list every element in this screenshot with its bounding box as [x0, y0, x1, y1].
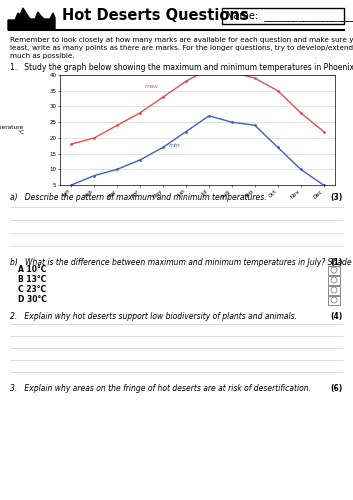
Text: min: min	[169, 144, 180, 148]
Text: b)   What is the difference between maximum and minimum temperatures in July? Sh: b) What is the difference between maximu…	[10, 258, 353, 267]
Text: a)   Describe the pattern of maximum and minimum temperatures.: a) Describe the pattern of maximum and m…	[10, 193, 267, 202]
Text: 1.   Study the graph below showing the maximum and minimum temperatures in Phoen: 1. Study the graph below showing the max…	[10, 63, 353, 72]
Text: C 23°C: C 23°C	[18, 286, 46, 294]
Text: Hot Deserts Questions: Hot Deserts Questions	[62, 8, 249, 24]
Text: (6): (6)	[331, 384, 343, 393]
Text: 2.   Explain why hot deserts support low biodiversity of plants and animals.: 2. Explain why hot deserts support low b…	[10, 312, 297, 321]
Bar	[328, 286, 340, 294]
Text: Remember to look closely at how many marks are available for each question and m: Remember to look closely at how many mar…	[10, 37, 353, 43]
Text: A 10°C: A 10°C	[18, 266, 46, 274]
Polygon shape	[8, 8, 55, 30]
Bar	[328, 296, 340, 304]
Bar	[328, 266, 340, 274]
Circle shape	[331, 287, 337, 293]
Circle shape	[331, 277, 337, 283]
Y-axis label: temperature
°C: temperature °C	[0, 124, 24, 136]
Text: much as possible.: much as possible.	[10, 53, 74, 59]
Text: (4): (4)	[331, 312, 343, 321]
Text: (1): (1)	[331, 258, 343, 267]
Text: 3.   Explain why areas on the fringe of hot deserts are at risk of desertificati: 3. Explain why areas on the fringe of ho…	[10, 384, 311, 393]
Text: (3): (3)	[331, 193, 343, 202]
Bar	[328, 276, 340, 284]
Circle shape	[331, 267, 337, 273]
Bar	[222, 8, 344, 24]
Text: max: max	[145, 84, 158, 88]
Circle shape	[331, 297, 337, 303]
Text: B 13°C: B 13°C	[18, 276, 46, 284]
Text: Name:  ___________________: Name: ___________________	[226, 10, 353, 22]
Text: D 30°C: D 30°C	[18, 296, 47, 304]
Text: least, write as many points as there are marks. For the longer questions, try to: least, write as many points as there are…	[10, 45, 353, 51]
